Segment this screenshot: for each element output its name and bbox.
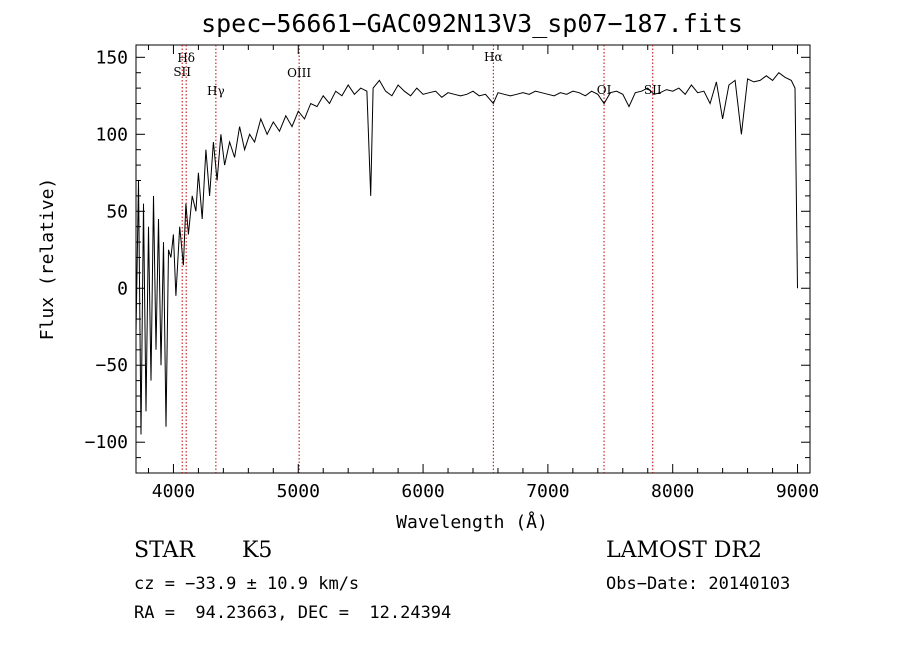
- line-marker-label: OI: [597, 83, 612, 97]
- object-class: STAR: [134, 538, 195, 563]
- y-tick-label: 0: [117, 278, 128, 299]
- x-tick-label: 8000: [651, 481, 694, 502]
- x-tick-label: 7000: [526, 481, 569, 502]
- y-tick-label: −100: [85, 432, 128, 453]
- x-tick-label: 4000: [152, 481, 195, 502]
- survey-name: LAMOST DR2: [606, 538, 762, 563]
- y-axis: −100 −50 0 50 100 150: [85, 47, 810, 459]
- y-axis-label: Flux (relative): [37, 178, 58, 341]
- x-axis-label: Wavelength (Å): [396, 511, 548, 533]
- x-axis: 4000 5000 6000 7000 8000 9000: [147, 45, 819, 502]
- line-marker-label: SII: [173, 65, 191, 79]
- x-tick-label: 6000: [401, 481, 444, 502]
- line-marker-label: Hα: [484, 50, 503, 64]
- spectrum-chart: spec−56661−GAC092N13V3_sp07−187.fits HδS…: [37, 9, 819, 533]
- line-marker-label: Hγ: [207, 84, 225, 98]
- chart-title: spec−56661−GAC092N13V3_sp07−187.fits: [201, 9, 743, 38]
- y-tick-label: 150: [95, 47, 128, 68]
- line-marker-label: Hδ: [177, 51, 195, 65]
- spectrum-line: [135, 72, 798, 435]
- x-tick-label: 5000: [277, 481, 320, 502]
- line-marker-label: OIII: [287, 66, 311, 80]
- plot-frame: [135, 44, 811, 474]
- line-marker-label: SII: [644, 83, 662, 97]
- x-tick-label: 9000: [776, 481, 819, 502]
- coordinates: RA = 94.23663, DEC = 12.24394: [134, 603, 452, 623]
- object-subclass: K5: [242, 538, 273, 563]
- obs-date: Obs−Date: 20140103: [606, 574, 791, 594]
- y-tick-label: 100: [95, 124, 128, 145]
- y-tick-label: −50: [95, 355, 128, 376]
- y-tick-label: 50: [106, 201, 128, 222]
- redshift-readout: cz = −33.9 ± 10.9 km/s: [134, 574, 360, 594]
